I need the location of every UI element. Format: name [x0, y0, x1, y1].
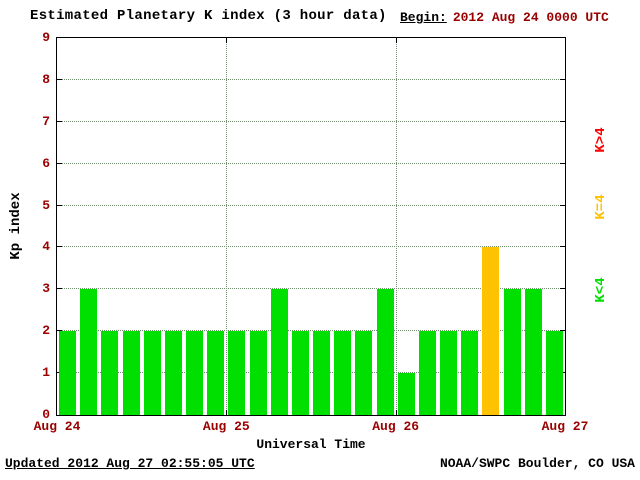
y-tick-label: 5 — [42, 197, 50, 213]
y-tick-mark — [57, 162, 62, 164]
chart-title: Estimated Planetary K index (3 hour data… — [30, 8, 387, 24]
gridline-horizontal — [57, 246, 565, 248]
legend-k-eq-4: K=4 — [593, 194, 609, 220]
y-tick-mark — [560, 162, 565, 164]
y-tick-mark — [57, 330, 62, 332]
y-tick-mark — [560, 204, 565, 206]
kp-bar — [313, 331, 331, 415]
x-tick-mark — [226, 38, 228, 43]
begin-timestamp: Begin: 2012 Aug 24 0000 UTC — [400, 10, 609, 25]
kp-bar — [291, 331, 309, 415]
plot-area — [56, 37, 566, 416]
updated-timestamp: Updated 2012 Aug 27 02:55:05 UTC — [5, 456, 255, 471]
y-tick-label: 0 — [42, 407, 50, 422]
x-tick-label: Aug 25 — [202, 419, 250, 434]
gridline-day-boundary — [226, 38, 228, 415]
kp-bar — [270, 289, 288, 415]
x-tick-label: Aug 24 — [33, 419, 81, 434]
y-tick-mark — [57, 120, 62, 122]
kp-bar — [249, 331, 267, 415]
kp-bar — [228, 331, 246, 415]
y-tick-mark — [57, 288, 62, 290]
kp-bar — [59, 331, 77, 415]
kp-bar — [418, 331, 436, 415]
y-tick-mark — [560, 330, 565, 332]
y-tick-label: 8 — [42, 71, 50, 87]
kp-bar — [376, 289, 394, 415]
y-axis-title: Kp index — [8, 192, 24, 260]
begin-value: 2012 Aug 24 0000 UTC — [452, 10, 609, 25]
y-tick-mark — [560, 288, 565, 290]
y-tick-label: 6 — [42, 155, 50, 171]
x-axis-title: Universal Time — [256, 437, 366, 452]
kp-bar — [461, 331, 479, 415]
y-tick-label: 4 — [42, 239, 50, 255]
y-tick-label: 2 — [42, 323, 50, 339]
kp-bar — [80, 289, 98, 415]
kp-bar — [503, 289, 521, 415]
gridline-horizontal — [57, 162, 565, 164]
y-tick-mark — [560, 78, 565, 80]
gridline-horizontal — [57, 288, 565, 290]
gridline-horizontal — [57, 78, 565, 80]
kp-bar — [334, 331, 352, 415]
kp-bar — [545, 331, 563, 415]
x-tick-mark — [395, 410, 397, 415]
kp-bar — [397, 373, 415, 415]
y-tick-mark — [560, 246, 565, 248]
y-tick-labels: 0 1 2 3 4 5 6 7 8 9 — [26, 31, 50, 422]
y-tick-label: 7 — [42, 113, 50, 129]
kp-bar — [101, 331, 119, 415]
kp-bar — [143, 331, 161, 415]
gridline-horizontal — [57, 120, 565, 122]
y-tick-label: 9 — [42, 30, 50, 45]
kp-bar — [482, 247, 500, 415]
x-tick-label: Aug 26 — [372, 419, 420, 434]
y-tick-mark — [560, 120, 565, 122]
x-tick-mark — [395, 38, 397, 43]
x-tick-labels: Aug 24 Aug 25 Aug 26 Aug 27 — [34, 419, 589, 435]
kp-bar — [440, 331, 458, 415]
y-tick-label: 1 — [42, 365, 50, 381]
y-tick-mark — [57, 78, 62, 80]
legend-k-lt-4: K<4 — [593, 277, 609, 303]
x-tick-label: Aug 27 — [541, 419, 589, 434]
kp-bar — [164, 331, 182, 415]
kp-bar — [524, 289, 542, 415]
agency-credit: NOAA/SWPC Boulder, CO USA — [439, 456, 635, 471]
y-tick-mark — [57, 204, 62, 206]
y-tick-label: 3 — [42, 281, 50, 297]
begin-label: Begin: — [400, 10, 447, 25]
y-tick-mark — [57, 246, 62, 248]
kp-bar — [207, 331, 225, 415]
legend-k-gt-4: K>4 — [593, 127, 609, 153]
kp-bar — [122, 331, 140, 415]
gridline-horizontal — [57, 204, 565, 206]
kp-bar — [355, 331, 373, 415]
gridline-day-boundary — [395, 38, 397, 415]
kp-bar — [186, 331, 204, 415]
gridline-horizontal — [57, 372, 565, 374]
x-tick-mark — [226, 410, 228, 415]
gridline-horizontal — [57, 330, 565, 332]
